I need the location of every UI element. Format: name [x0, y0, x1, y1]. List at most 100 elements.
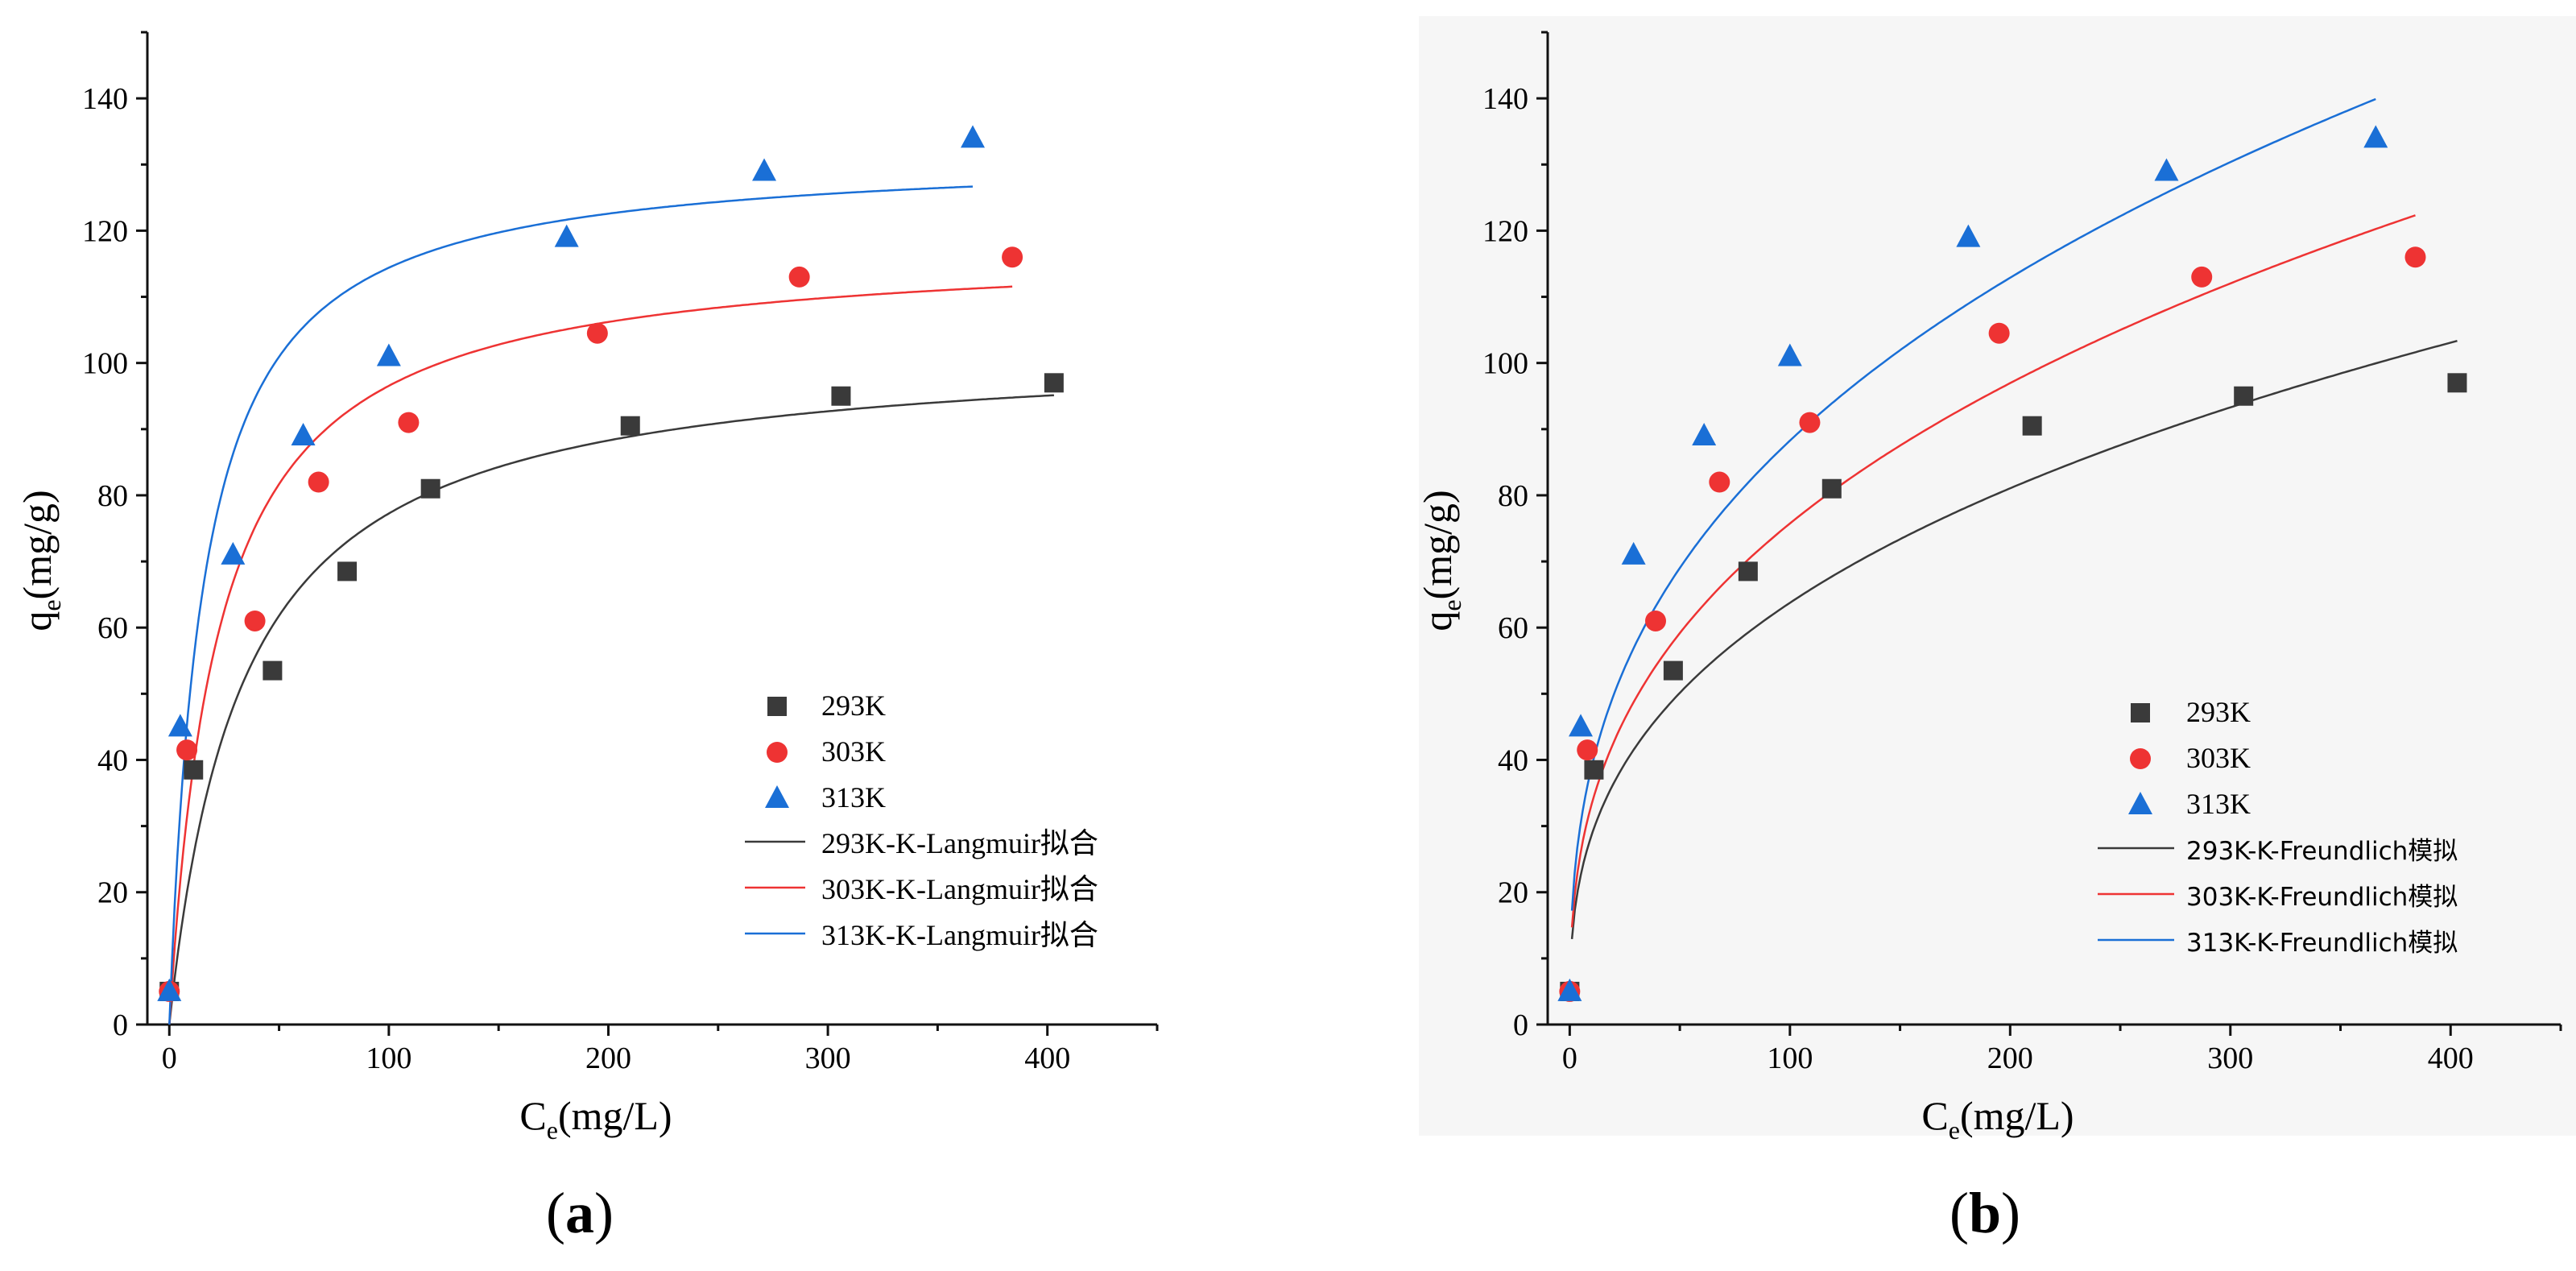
y-tick-label: 20 [97, 876, 128, 910]
y-tick-label: 80 [1498, 479, 1528, 513]
x-tick-label: 400 [1024, 1041, 1070, 1075]
legend-label: 313K-K-Langmuir拟合 [821, 919, 1098, 951]
data-point-293K [2022, 416, 2042, 436]
panel-b-chart: 0 20 40 60 80 100 120 140 0 100 200 300 400 Ce(mg/L) q… [1415, 16, 2576, 1245]
x-axis-title: Ce(mg/L) [1921, 1093, 2074, 1145]
panel-a-chart: 0 20 40 60 80 100 120 140 0 100 200 300 400 Ce(mg/L) q… [14, 31, 1159, 1245]
y-tick-label: 20 [1498, 876, 1528, 910]
legend-marker-313K [765, 785, 789, 808]
x-axis-title: Ce(mg/L) [519, 1093, 672, 1145]
data-point-303K [398, 412, 420, 433]
data-point-303K [244, 610, 266, 631]
data-point-303K [788, 266, 810, 288]
panel-background [1419, 16, 2576, 1136]
legend-label: 303K [2186, 742, 2251, 774]
fit-curve-313K [1570, 97, 2376, 911]
data-point-313K [221, 541, 246, 565]
legend-marker-313K [2128, 792, 2152, 814]
x-tick-label: 400 [2428, 1041, 2474, 1075]
data-point-313K [961, 125, 986, 148]
x-tick-label: 200 [1987, 1041, 2033, 1075]
data-point-313K [554, 224, 579, 247]
fit-curve-303K [1570, 214, 2416, 928]
fit-curve-313K [168, 185, 974, 1025]
legend-label: 303K-K-Freundlich模拟 [2186, 883, 2458, 912]
x-tick-label: 300 [2207, 1041, 2253, 1075]
data-point-303K [586, 322, 608, 344]
fit-curve-293K [1570, 339, 2458, 940]
data-point-313K [2363, 125, 2388, 148]
data-point-293K [2234, 386, 2254, 406]
legend-marker-293K [2131, 703, 2150, 722]
data-point-313K [1569, 714, 1594, 737]
fit-curve-303K [168, 285, 1013, 1025]
x-tick-label: 200 [585, 1041, 631, 1075]
data-point-293K [2447, 373, 2467, 393]
panel-label: (a) [546, 1181, 614, 1245]
y-tick-label: 80 [97, 479, 128, 513]
data-point-313K [157, 978, 182, 1001]
legend-label: 303K [821, 735, 886, 768]
data-point-293K [1584, 760, 1604, 780]
legend-label: 303K-K-Langmuir拟合 [821, 873, 1098, 905]
legend-label: 313K [2186, 788, 2251, 820]
y-tick-label: 120 [82, 214, 128, 248]
data-point-293K [1821, 478, 1842, 499]
data-point-313K [1956, 224, 1981, 247]
data-point-303K [1709, 471, 1730, 493]
data-point-303K [2404, 246, 2426, 268]
data-point-293K [184, 760, 204, 780]
legend-label: 313K-K-Freundlich模拟 [2186, 929, 2458, 958]
x-tick-label: 0 [1562, 1041, 1577, 1075]
data-point-303K [1002, 246, 1023, 268]
data-point-293K [337, 561, 358, 582]
y-tick-label: 40 [97, 743, 128, 777]
data-point-303K [308, 471, 329, 493]
y-tick-label: 120 [1482, 214, 1528, 248]
data-point-303K [1988, 322, 2010, 344]
y-tick-label: 100 [1482, 347, 1528, 381]
data-point-313K [1621, 541, 1646, 565]
data-point-303K [1645, 610, 1667, 631]
x-tick-label: 0 [162, 1041, 177, 1075]
legend-label: 293K-K-Freundlich模拟 [2186, 837, 2458, 866]
legend-marker-303K [2130, 748, 2151, 769]
data-point-293K [420, 478, 440, 499]
data-point-303K [1799, 412, 1821, 433]
data-point-293K [1738, 561, 1758, 582]
x-tick-label: 300 [805, 1041, 851, 1075]
y-tick-label: 60 [97, 611, 128, 645]
legend-marker-303K [767, 742, 788, 763]
data-point-313K [167, 714, 192, 737]
legend-label: 293K-K-Langmuir拟合 [821, 827, 1098, 859]
data-point-313K [2154, 158, 2179, 181]
fit-curve-293K [168, 394, 1054, 1025]
x-tick-label: 100 [1767, 1041, 1813, 1075]
data-point-313K [1557, 978, 1582, 1001]
y-tick-label: 140 [82, 82, 128, 116]
y-tick-label: 0 [1513, 1008, 1528, 1042]
data-point-293K [263, 660, 283, 681]
y-axis-title: qe(mg/g) [14, 490, 66, 631]
y-tick-label: 100 [82, 347, 128, 381]
data-point-303K [1577, 739, 1598, 761]
data-point-303K [2191, 266, 2213, 288]
legend-label: 293K [821, 689, 886, 722]
data-point-313K [752, 158, 777, 181]
panel-label: (b) [1950, 1181, 2020, 1245]
data-point-313K [376, 343, 401, 366]
data-point-303K [176, 739, 198, 761]
y-tick-label: 40 [1498, 743, 1528, 777]
legend-marker-293K [767, 697, 787, 716]
y-tick-label: 140 [1482, 82, 1528, 116]
data-point-313K [1777, 343, 1802, 366]
y-tick-label: 60 [1498, 611, 1528, 645]
data-point-293K [1044, 373, 1064, 393]
data-point-293K [620, 416, 640, 436]
data-point-313K [291, 423, 316, 446]
data-point-293K [831, 386, 851, 406]
y-axis-title: qe(mg/g) [1415, 490, 1466, 631]
data-point-313K [1692, 423, 1717, 446]
legend-label: 313K [821, 781, 886, 814]
